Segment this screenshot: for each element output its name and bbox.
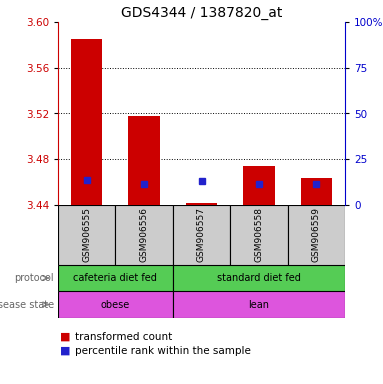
- Text: GSM906557: GSM906557: [197, 207, 206, 263]
- Text: GSM906558: GSM906558: [254, 207, 264, 263]
- Text: percentile rank within the sample: percentile rank within the sample: [75, 346, 251, 356]
- Bar: [173, 205, 230, 265]
- Text: GSM906559: GSM906559: [312, 207, 321, 263]
- Bar: [58, 291, 173, 318]
- Bar: [186, 203, 217, 205]
- Bar: [128, 116, 160, 205]
- Text: standard diet fed: standard diet fed: [217, 273, 301, 283]
- Bar: [115, 205, 173, 265]
- Text: protocol: protocol: [15, 273, 54, 283]
- Bar: [230, 205, 288, 265]
- Text: ■: ■: [60, 346, 70, 356]
- Text: cafeteria diet fed: cafeteria diet fed: [74, 273, 157, 283]
- Bar: [243, 166, 275, 205]
- Bar: [58, 265, 173, 291]
- Text: GSM906556: GSM906556: [139, 207, 149, 263]
- Bar: [173, 265, 345, 291]
- Bar: [288, 205, 345, 265]
- Bar: [58, 205, 115, 265]
- Bar: [173, 291, 345, 318]
- Text: lean: lean: [249, 300, 269, 310]
- Bar: [301, 177, 332, 205]
- Text: transformed count: transformed count: [75, 332, 172, 342]
- Bar: [71, 39, 103, 205]
- Text: obese: obese: [101, 300, 130, 310]
- Text: disease state: disease state: [0, 300, 54, 310]
- Title: GDS4344 / 1387820_at: GDS4344 / 1387820_at: [121, 6, 282, 20]
- Text: ■: ■: [60, 332, 70, 342]
- Text: GSM906555: GSM906555: [82, 207, 91, 263]
